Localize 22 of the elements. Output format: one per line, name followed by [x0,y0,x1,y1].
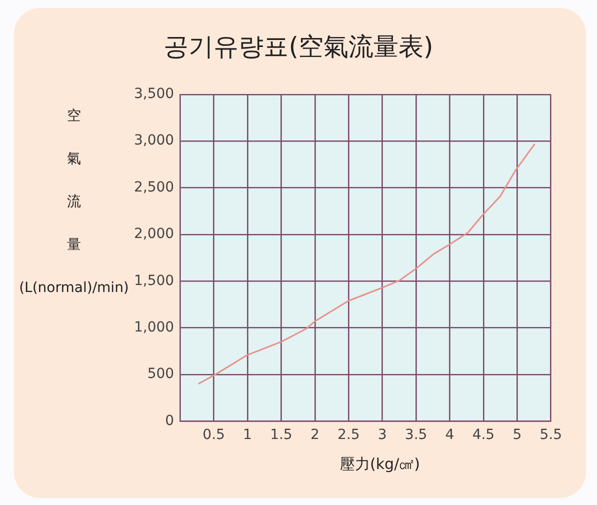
y-tick-label: 1,500 [134,272,174,289]
x-tick-label: 0.5 [202,427,225,444]
y-tick-label: 500 [147,366,174,382]
x-tick-label: 1.5 [270,427,292,444]
x-tick-label: 3 [378,427,387,444]
y-tick-label: 3,000 [134,132,174,149]
y-tick-label: 2,500 [134,179,174,196]
chart-title: 공기유량표(空氣流量表) [162,31,434,63]
x-tick-label: 5 [512,427,522,444]
x-axis-title: 壓力(kg/㎠) [339,455,421,474]
y-tick-label: 3,500 [134,86,174,102]
x-tick-label: 5.5 [540,427,562,444]
y-tick-label: 2,000 [134,226,174,242]
x-tick-label: 4 [445,427,454,444]
x-tick-label: 1 [243,427,252,444]
y-tick-label: 0 [165,412,174,429]
x-tick-label: 4.5 [472,427,495,444]
x-tick-label: 3.5 [404,427,428,444]
x-tick-label: 2.5 [337,427,360,444]
text: 空氣流量(L(normal)/min) [19,108,129,296]
y-tick-label: 1,000 [134,319,174,336]
x-tick-label: 2 [310,427,320,444]
